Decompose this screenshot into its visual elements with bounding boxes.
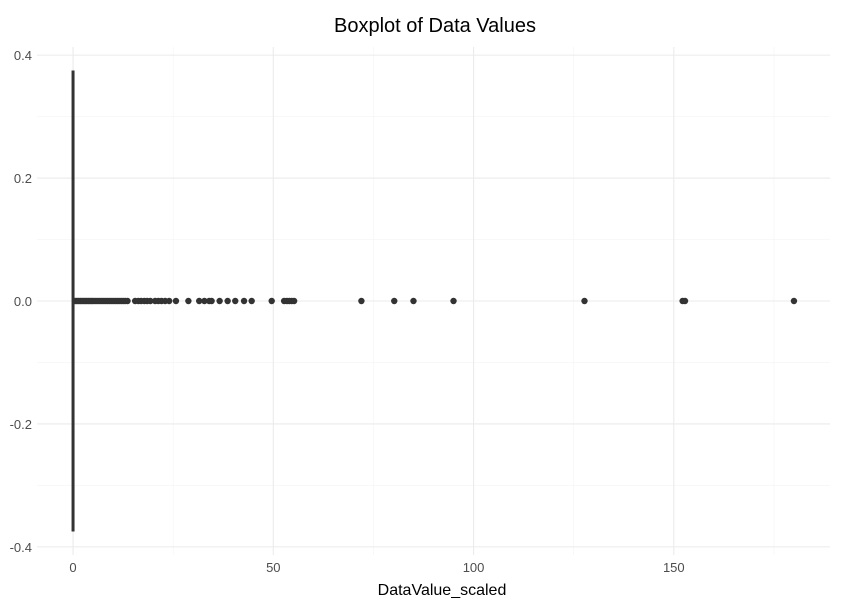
- outlier-point: [208, 297, 215, 305]
- outlier-point: [172, 297, 180, 305]
- x-tick-label: 150: [663, 560, 685, 575]
- outlier-point: [790, 297, 798, 305]
- outlier-point: [165, 297, 173, 305]
- outlier-point: [358, 297, 365, 305]
- chart-title: Boxplot of Data Values: [334, 15, 536, 37]
- outlier-point: [224, 297, 231, 305]
- y-axis-tick-labels: 0.4 0.2 0.0 -0.2 -0.4: [10, 48, 32, 555]
- minor-gridlines: [37, 47, 830, 555]
- outlier-point: [290, 297, 298, 305]
- outlier-point: [450, 297, 457, 305]
- x-axis-tick-labels: 0 50 100 150: [69, 560, 684, 575]
- outlier-point: [201, 297, 208, 305]
- y-tick-label: -0.2: [10, 417, 32, 432]
- outlier-point: [216, 297, 223, 305]
- outlier-point: [248, 297, 255, 305]
- outlier-point: [681, 297, 689, 305]
- outlier-point: [268, 297, 275, 305]
- outlier-point: [410, 297, 417, 305]
- outlier-point: [124, 297, 131, 305]
- x-axis-title: DataValue_scaled: [378, 582, 507, 599]
- outlier-point: [147, 297, 154, 305]
- outlier-point: [391, 297, 398, 305]
- x-tick-label: 0: [69, 560, 76, 575]
- x-tick-label: 100: [463, 560, 485, 575]
- outlier-point: [185, 297, 192, 305]
- y-tick-label: 0.0: [14, 294, 32, 309]
- y-tick-label: 0.2: [14, 171, 32, 186]
- outlier-point: [240, 297, 248, 305]
- outlier-point: [232, 297, 239, 305]
- y-tick-label: -0.4: [10, 540, 32, 555]
- x-tick-label: 50: [266, 560, 280, 575]
- outlier-points: [72, 297, 798, 305]
- y-tick-label: 0.4: [14, 48, 32, 63]
- outlier-point: [581, 297, 588, 305]
- major-gridlines: [37, 47, 830, 555]
- outlier-point: [196, 297, 203, 305]
